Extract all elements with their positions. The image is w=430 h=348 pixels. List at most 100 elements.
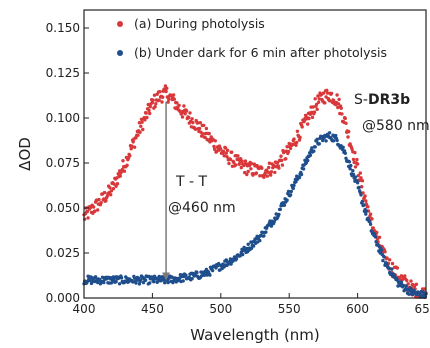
data-point [230,150,234,154]
compound-wavelength: @580 nm [362,118,430,134]
data-point [277,212,281,217]
data-point [221,149,226,153]
data-point [317,97,321,101]
data-point [89,281,94,286]
data-point [269,224,274,228]
legend-marker-a [117,21,123,27]
y-tick-label: 0.125 [46,66,80,80]
data-point [337,97,341,102]
data-point [358,171,362,175]
data-point [241,252,245,257]
data-point [254,171,259,175]
data-point [93,209,97,213]
data-point [308,153,313,157]
data-point [224,151,228,155]
data-point [166,100,170,104]
tt-label-line1: T - T [175,174,208,190]
data-point [323,101,327,105]
y-tick-label: 0.000 [46,291,80,305]
data-point [160,100,164,104]
data-point [286,189,291,194]
y-tick-label: 0.025 [46,246,80,260]
data-point [165,86,169,91]
data-point [227,161,231,166]
data-point [355,162,360,166]
data-point [282,203,287,207]
data-point [368,212,373,216]
data-point [351,169,355,173]
data-point [334,133,338,138]
data-point [298,135,302,140]
data-point [377,235,382,239]
data-point [336,105,340,110]
y-tick-label: 0.150 [46,21,80,35]
y-tick-label: 0.100 [46,111,80,125]
x-tick-label: 550 [278,302,301,316]
data-point [310,146,314,150]
x-tick-label: 600 [346,302,369,316]
data-point [385,256,389,260]
data-point [315,107,319,112]
data-point [339,106,343,110]
data-point [210,268,215,273]
data-point [136,133,140,137]
data-point [249,167,253,171]
data-point [264,230,268,234]
data-point [197,126,202,131]
data-point [303,158,307,162]
data-point [137,121,142,125]
y-axis-label: ΔOD [16,137,34,171]
data-point [395,266,399,270]
data-point [85,209,90,214]
data-point [300,125,304,129]
data-point [295,129,300,133]
data-point [325,88,329,93]
tt-label-line2: @460 nm [168,200,236,216]
data-point [289,189,293,194]
data-point [201,132,205,136]
data-point [390,261,395,266]
data-point [409,287,413,291]
data-point [267,161,272,165]
data-point [141,127,145,132]
data-point [166,280,170,285]
data-point [128,154,132,158]
data-point [260,166,264,170]
data-point [360,199,365,204]
data-point [343,116,347,121]
data-point [156,279,160,283]
data-point [364,212,368,216]
data-point [239,165,243,170]
data-point [382,255,386,259]
data-point [335,93,339,97]
data-point [336,102,341,106]
data-point [368,222,373,226]
data-point [307,116,311,121]
y-tick-label: 0.050 [46,201,80,215]
data-point [183,112,187,116]
data-point [188,111,192,115]
data-point [343,151,347,155]
data-point [302,119,306,124]
data-point [405,278,409,283]
data-point [294,180,298,184]
data-point [373,235,378,239]
data-point [202,273,207,277]
data-point [288,146,293,151]
data-point [358,178,362,183]
data-point [225,155,229,159]
data-point [370,217,374,221]
data-point [213,139,217,143]
data-point [284,157,288,161]
data-point [249,162,254,166]
data-point [158,90,162,94]
data-point [258,238,262,243]
data-point [312,149,316,153]
series-b [82,131,428,299]
data-point [157,274,161,279]
data-point [99,201,103,205]
data-point [234,163,238,167]
data-point [115,182,120,186]
data-point [212,144,216,149]
